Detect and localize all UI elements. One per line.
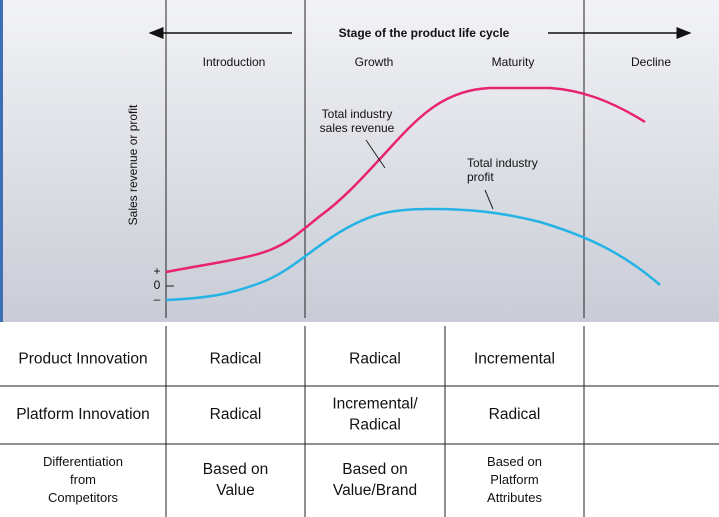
row-header: Platform Innovation: [16, 406, 150, 423]
table-cell: Value: [216, 482, 255, 499]
axis-mark: 0: [154, 278, 161, 292]
stage-label: Growth: [355, 55, 394, 69]
table-cell: Based on: [342, 461, 408, 478]
table-cell: Radical: [210, 406, 262, 423]
annotation: Total industry: [467, 156, 538, 170]
table-cell: Radical: [349, 351, 401, 368]
stage-label: Introduction: [203, 55, 266, 69]
annotation: Total industry: [322, 107, 393, 121]
chart-background: [0, 0, 719, 322]
table-cell: Radical: [210, 351, 262, 368]
left-border: [0, 0, 3, 322]
table-cell: Incremental/: [332, 396, 418, 413]
annotation: sales revenue: [320, 121, 395, 135]
table-cell: Attributes: [487, 490, 542, 505]
annotation: profit: [467, 170, 494, 184]
row-header: from: [70, 472, 96, 487]
stage-label: Decline: [631, 55, 671, 69]
table-cell: Radical: [349, 417, 401, 434]
table-cell: Based on: [487, 454, 542, 469]
axis-mark: –: [154, 292, 161, 306]
axis-mark: +: [153, 264, 160, 278]
row-header: Competitors: [48, 490, 119, 505]
table-cell: Incremental: [474, 351, 555, 368]
row-header: Differentiation: [43, 454, 123, 469]
table-cell: Radical: [489, 406, 541, 423]
sales-curve: [165, 86, 646, 274]
title: Stage of the product life cycle: [339, 26, 510, 40]
table-cell: Platform: [490, 472, 538, 487]
stage-label: Maturity: [492, 55, 535, 69]
y-axis-label: Sales revenue or profit: [126, 104, 140, 225]
row-header: Product Innovation: [18, 351, 147, 368]
table-cell: Based on: [203, 461, 269, 478]
stage-dividers: [165, 0, 585, 318]
leader-lines: [365, 139, 494, 210]
profit-curve: [165, 207, 661, 302]
table-cell: Value/Brand: [333, 482, 417, 499]
